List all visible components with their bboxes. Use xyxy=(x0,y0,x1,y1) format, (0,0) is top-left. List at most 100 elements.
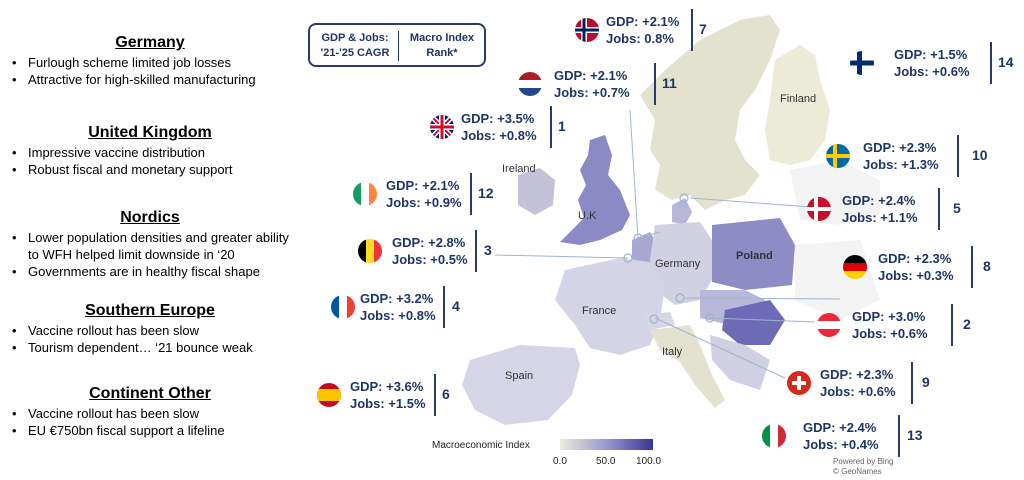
legend-macro-rank: Macro Index Rank* xyxy=(402,31,482,61)
callout-finland: GDP: +1.5% Jobs: +0.6% 14 xyxy=(850,42,1020,88)
marker-netherlands xyxy=(633,233,643,243)
bullet: Furlough scheme limited job losses xyxy=(6,54,300,71)
map-region-uk xyxy=(560,135,630,245)
map-label-finland: Finland xyxy=(780,93,817,105)
divider xyxy=(990,42,992,84)
rank-value: 5 xyxy=(953,200,961,216)
jobs-value: Jobs: +0.9% xyxy=(386,195,462,210)
jobs-value: Jobs: +0.6% xyxy=(852,326,928,341)
gdp-value: GDP: +2.1% xyxy=(606,14,680,29)
map-region-finland xyxy=(765,45,830,165)
section-title-uk: United Kingdom xyxy=(88,124,212,141)
bullet: Vaccine rollout has been slow xyxy=(6,322,300,339)
legend-gdp-jobs: GDP & Jobs: '21-'25 CAGR xyxy=(314,31,396,61)
netherlands-flag-icon xyxy=(518,72,542,96)
callout-italy: GDP: +2.4% Jobs: +0.4% 13 xyxy=(762,415,932,461)
gdp-value: GDP: +2.8% xyxy=(392,235,466,250)
section-list-southern-europe: Vaccine rollout has been slow Tourism de… xyxy=(6,322,300,356)
section-list-nordics: Lower population densities and greater a… xyxy=(6,229,300,280)
marker-switzerland xyxy=(649,314,659,324)
legend-col1-line2: '21-'25 CAGR xyxy=(320,47,390,59)
jobs-value: Jobs: +0.4% xyxy=(803,437,879,452)
rank-value: 1 xyxy=(558,118,566,134)
legend-col2-line2: Rank* xyxy=(426,47,458,59)
callout-spain: GDP: +3.6% Jobs: +1.5% 6 xyxy=(317,374,467,420)
divider xyxy=(443,286,445,328)
map-label-france: France xyxy=(582,305,617,317)
section-title-nordics: Nordics xyxy=(120,209,180,226)
spain-flag-icon xyxy=(317,383,341,407)
italy-flag-icon xyxy=(762,424,786,448)
scale-min: 0.0 xyxy=(553,456,567,467)
map-region-balkans xyxy=(710,335,770,390)
section-list-uk: Impressive vaccine distribution Robust f… xyxy=(6,144,300,178)
jobs-value: Jobs: +0.3% xyxy=(878,268,954,283)
divider xyxy=(691,9,693,51)
gdp-value: GDP: +2.4% xyxy=(803,420,877,435)
callout-germany: GDP: +2.3% Jobs: +0.3% 8 xyxy=(843,246,1013,292)
divider xyxy=(957,135,959,177)
map-region-scandinavia xyxy=(640,15,780,210)
uk-flag-icon xyxy=(430,115,454,139)
commentary-panel: Germany Furlough scheme limited job loss… xyxy=(0,0,300,480)
rank-value: 7 xyxy=(699,21,707,37)
jobs-value: Jobs: +1.5% xyxy=(350,396,426,411)
rank-value: 14 xyxy=(998,54,1014,70)
jobs-value: Jobs: +0.7% xyxy=(554,85,630,100)
jobs-value: Jobs: +1.1% xyxy=(842,210,918,225)
map-region-poland xyxy=(712,218,795,290)
sweden-flag-icon xyxy=(826,144,850,168)
gdp-value: GDP: +1.5% xyxy=(894,47,968,62)
marker-germany xyxy=(675,293,685,303)
rank-value: 11 xyxy=(662,75,677,91)
callout-belgium: GDP: +2.8% Jobs: +0.5% 3 xyxy=(358,230,508,276)
map-label-uk: U.K xyxy=(578,210,597,222)
jobs-value: Jobs: 0.8% xyxy=(606,31,674,46)
map-label-poland: Poland xyxy=(736,250,773,262)
bullet: Attractive for high-skilled manufacturin… xyxy=(6,71,300,88)
scale-max: 100.0 xyxy=(636,456,662,467)
callout-uk: GDP: +3.5% Jobs: +0.8% 1 xyxy=(430,106,570,152)
map-label-germany: Germany xyxy=(655,258,701,270)
jobs-value: Jobs: +0.8% xyxy=(461,128,537,143)
rank-value: 6 xyxy=(442,386,450,402)
divider xyxy=(434,374,436,416)
gdp-value: GDP: +2.3% xyxy=(820,367,894,382)
rank-value: 4 xyxy=(452,298,460,314)
rank-value: 10 xyxy=(972,147,988,163)
france-flag-icon xyxy=(331,295,355,319)
map-region-iberia xyxy=(462,345,580,425)
map-region-switzerland xyxy=(645,312,675,330)
finland-flag-icon xyxy=(850,51,874,75)
callout-france: GDP: +3.2% Jobs: +0.8% 4 xyxy=(331,286,481,332)
map-region-denmark xyxy=(672,198,692,225)
marker-denmark xyxy=(679,193,689,203)
divider xyxy=(475,230,477,272)
germany-flag-icon xyxy=(843,255,867,279)
legend-divider xyxy=(398,31,399,61)
scale-mid: 50.0 xyxy=(596,456,616,467)
jobs-value: Jobs: +0.6% xyxy=(894,64,970,79)
rank-value: 12 xyxy=(478,185,494,201)
map-region-germany xyxy=(650,222,712,305)
gdp-value: GDP: +2.1% xyxy=(554,68,628,83)
divider xyxy=(550,106,552,148)
denmark-flag-icon xyxy=(807,197,831,221)
gdp-value: GDP: +2.3% xyxy=(878,251,952,266)
rank-value: 3 xyxy=(484,242,492,258)
jobs-value: Jobs: +0.5% xyxy=(392,252,468,267)
jobs-value: Jobs: +0.6% xyxy=(820,384,896,399)
scale-title: Macroeconomic Index xyxy=(432,440,530,451)
leader-lines xyxy=(494,109,841,379)
gdp-value: GDP: +3.0% xyxy=(852,309,926,324)
rank-value: 13 xyxy=(907,427,923,443)
map-region-france xyxy=(555,258,665,355)
section-title-germany: Germany xyxy=(115,34,185,51)
divider xyxy=(654,63,656,105)
gdp-value: GDP: +3.2% xyxy=(360,291,434,306)
callout-austria: GDP: +3.0% Jobs: +0.6% 2 xyxy=(817,304,987,350)
bullet: Lower population densities and greater a… xyxy=(6,229,300,263)
legend-box: GDP & Jobs: '21-'25 CAGR Macro Index Ran… xyxy=(308,23,486,67)
bullet: Tourism dependent… ‘21 bounce weak xyxy=(6,339,300,356)
austria-flag-icon xyxy=(817,313,841,337)
